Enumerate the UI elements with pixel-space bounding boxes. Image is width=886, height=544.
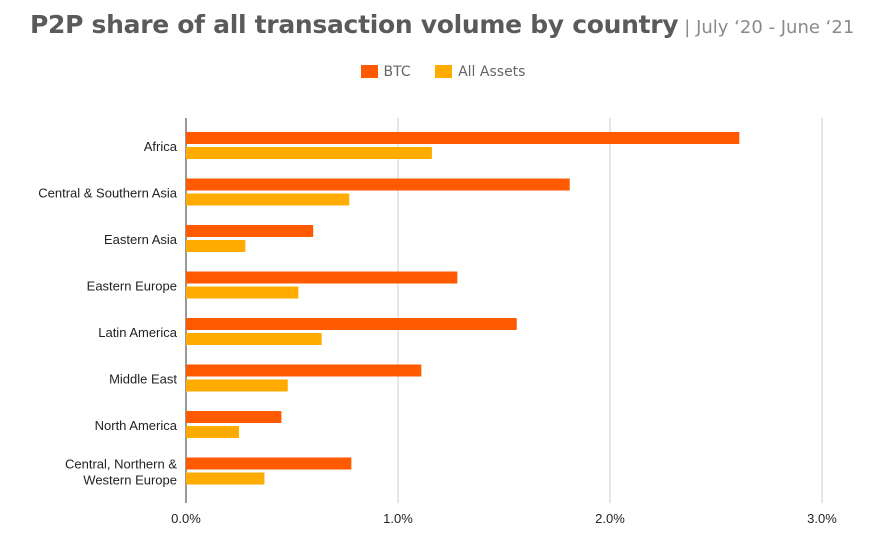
chart-subtitle: | July ‘20 - June ‘21 xyxy=(684,17,855,38)
x-tick-label: 3.0% xyxy=(807,511,837,526)
bar-all-assets[interactable] xyxy=(186,147,432,159)
bar-all-assets[interactable] xyxy=(186,286,299,299)
bar-btc[interactable] xyxy=(186,132,740,144)
bar-all-assets[interactable] xyxy=(186,426,239,438)
bar-all-assets[interactable] xyxy=(186,193,350,206)
x-tick-label: 1.0% xyxy=(383,511,413,526)
bar-btc[interactable] xyxy=(186,271,458,284)
bar-all-assets[interactable] xyxy=(186,472,265,485)
x-tick-label: 0.0% xyxy=(171,511,201,526)
gridlines xyxy=(185,118,823,503)
category-label: Central, Northern & xyxy=(65,457,177,472)
legend-swatch-all-assets xyxy=(435,65,453,78)
bar-all-assets[interactable] xyxy=(186,379,288,392)
bar-btc[interactable] xyxy=(186,225,314,237)
bar-btc[interactable] xyxy=(186,411,282,423)
category-label: Western Europe xyxy=(83,473,177,488)
x-tick-label: 2.0% xyxy=(595,511,625,526)
bar-btc[interactable] xyxy=(186,457,352,470)
bar-btc[interactable] xyxy=(186,318,517,330)
bar-btc[interactable] xyxy=(186,178,570,191)
bar-all-assets[interactable] xyxy=(186,240,246,252)
bar-btc[interactable] xyxy=(186,364,422,377)
category-label: Eastern Europe xyxy=(87,279,177,294)
legend-swatch-btc xyxy=(360,65,378,78)
legend-item-all-assets[interactable]: All Assets xyxy=(435,64,525,80)
category-label: Eastern Asia xyxy=(104,232,178,247)
category-label: Middle East xyxy=(109,372,177,387)
bar-all-assets[interactable] xyxy=(186,333,322,345)
category-label: North America xyxy=(95,418,178,433)
legend: BTC All Assets xyxy=(0,64,886,80)
bars xyxy=(186,132,740,485)
category-label: Latin America xyxy=(98,325,178,340)
legend-item-btc[interactable]: BTC xyxy=(360,64,411,80)
category-label: Africa xyxy=(144,139,178,154)
chart-title: P2P share of all transaction volume by c… xyxy=(30,10,679,39)
legend-label-btc: BTC xyxy=(383,64,411,80)
title-row: P2P share of all transaction volume by c… xyxy=(30,10,854,39)
x-axis-ticks: 0.0% 1.0% 2.0% 3.0% xyxy=(171,511,837,526)
category-labels: Africa Central & Southern Asia Eastern Asi… xyxy=(38,139,178,488)
category-label: Central & Southern Asia xyxy=(38,186,178,201)
legend-label-all-assets: All Assets xyxy=(458,64,526,80)
